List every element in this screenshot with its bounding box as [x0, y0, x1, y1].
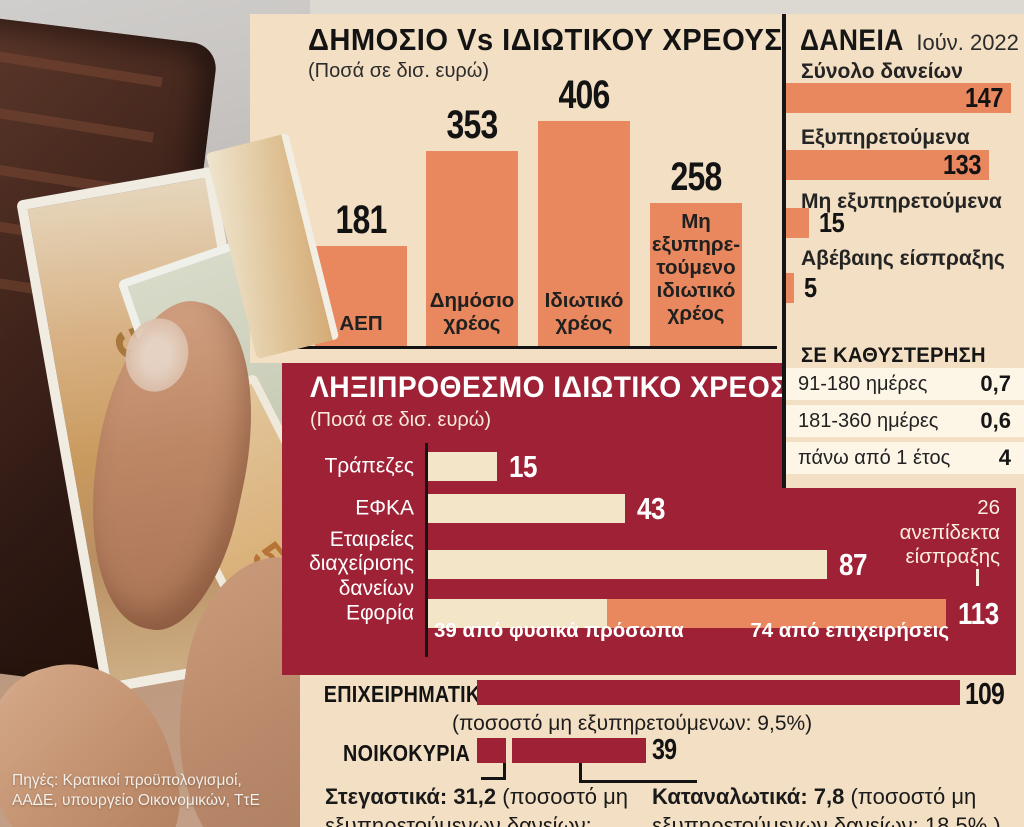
- overdue-bar-value-2: 43: [637, 490, 666, 526]
- top-chart-bar-label-3: Ιδιωτικό χρέος: [544, 289, 624, 336]
- top-chart-bar-label-2: Δημόσιο χρέος: [429, 289, 515, 336]
- loan-item-bar-3: [786, 208, 809, 238]
- loan-item-label-2: Εξυπηρετούμενα: [801, 126, 970, 149]
- uncollectible-note: 26 ανεπίδεκτα είσπραξης: [899, 496, 1000, 569]
- top-chart-bar-4: [650, 203, 742, 346]
- delay-row-value: 0,7: [980, 371, 1011, 396]
- top-chart-bar-value-3: 406: [558, 73, 611, 117]
- business-value: 109: [965, 676, 1005, 711]
- top-chart-bar-2: [426, 151, 518, 346]
- overdue-bar-label-2: ΕΦΚΑ: [355, 496, 414, 520]
- overdue-private-debt-panel: ΛΗΞΙΠΡΟΘΕΣΜΟ ΙΔΙΩΤΙΚΟ ΧΡΕΟΣ (Ποσά σε δισ…: [282, 363, 1016, 675]
- overdue-bar-label-1: Τράπεζες: [324, 454, 414, 478]
- top-chart-bar-3: [538, 121, 630, 346]
- delay-row-value: 0,6: [980, 408, 1011, 433]
- delay-row-3: πάνω από 1 έτος 4: [786, 442, 1024, 474]
- overdue-subtitle: (Ποσά σε δισ. ευρώ): [310, 409, 492, 431]
- loan-item-label-1: Σύνολο δανείων: [801, 60, 963, 83]
- mortgage-text: Στεγαστικά: 31,2 (ποσοστό μη εξυπηρετούμ…: [325, 782, 660, 827]
- overdue-bar-3: [428, 550, 827, 579]
- loan-item-value-2: 133: [943, 149, 981, 180]
- overdue-bar-4-segment-1: [428, 599, 607, 628]
- overdue-bar-4-segment-2: [607, 599, 946, 628]
- business-label: ΕΠΙΧΕΙΡΗΜΑΤΙΚΑ: [323, 681, 496, 707]
- business-bar: [477, 680, 960, 705]
- overdue-bar-label-3: Εταιρείες διαχείρισης δανείων: [309, 527, 414, 600]
- consumer-note: (ποσοστό μη εξυπηρετούμενων δανείων: 18,…: [652, 784, 1001, 827]
- delay-row-value: 4: [998, 445, 1011, 470]
- loan-item-label-4: Αβέβαιης είσπραξης: [801, 247, 1005, 270]
- connector-mortgage: [481, 763, 506, 780]
- overdue-bar-label-4: Εφορία: [345, 601, 414, 625]
- top-chart-bar-label-4: Μη εξυπηρε- τούμενο ιδιωτικό χρέος: [651, 210, 741, 325]
- consumer-value-bold: Καταναλωτικά: 7,8: [652, 784, 845, 809]
- delay-row-2: 181-360 ημέρες 0,6: [786, 405, 1024, 437]
- connector-consumer: [579, 763, 697, 783]
- delay-row-label: 91-180 ημέρες: [798, 373, 928, 395]
- loans-period: Ιούν. 2022: [916, 30, 1019, 55]
- mortgage-value-bold: Στεγαστικά: 31,2: [325, 784, 497, 809]
- caption-businesses: 74 από επιχειρήσεις: [750, 619, 949, 642]
- overdue-bar-value-4: 113: [958, 595, 999, 631]
- top-chart-baseline: [295, 346, 777, 349]
- business-households-panel: ΕΠΙΧΕΙΡΗΜΑΤΙΚΑ 109 (ποσοστό μη εξυπηρετο…: [300, 675, 1024, 827]
- delay-table-title: ΣΕ ΚΑΘΥΣΤΕΡΗΣΗ: [801, 344, 986, 367]
- consumer-text: Καταναλωτικά: 7,8 (ποσοστό μη εξυπηρετού…: [652, 782, 1022, 827]
- overdue-axis-line: [425, 443, 428, 657]
- delay-row-label: πάνω από 1 έτος: [798, 447, 951, 469]
- overdue-bar-value-1: 15: [509, 448, 538, 484]
- sources-text: Πηγές: Κρατικοί προϋπολογισμοί, ΑΑΔΕ, υπ…: [12, 771, 260, 809]
- delay-row-label: 181-360 ημέρες: [798, 410, 939, 432]
- loan-item-bar-2: [786, 150, 989, 180]
- loan-item-bar-4: [786, 273, 794, 303]
- top-chart-bar-label-1: ΑΕΠ: [339, 312, 383, 336]
- right-tan-strip: [1016, 363, 1024, 675]
- households-bar-consumer-segment: [477, 738, 506, 763]
- caption-individuals: 39 από φυσικά πρόσωπα: [434, 619, 684, 642]
- uncollectible-note-tick: [976, 569, 979, 586]
- households-label: ΝΟΙΚΟΚΥΡΙΑ: [343, 740, 470, 766]
- loan-item-value-3: 15: [819, 207, 845, 238]
- overdue-bar-1: [428, 452, 497, 481]
- business-npl-note: (ποσοστό μη εξυπηρετούμενων: 9,5%): [452, 712, 813, 735]
- loan-item-value-1: 147: [965, 82, 1003, 113]
- loans-title: ΔΑΝΕΙΑ: [800, 24, 904, 57]
- top-chart-bar-value-1: 181: [335, 198, 388, 242]
- loan-item-bar-1: [786, 83, 1011, 113]
- overdue-bar-value-3: 87: [839, 546, 868, 582]
- loans-panel: ΔΑΝΕΙΑ Ιούν. 2022 Σύνολο δανείων 147 Εξυπη…: [782, 14, 1024, 488]
- delay-row-1: 91-180 ημέρες 0,7: [786, 368, 1024, 400]
- loan-item-value-4: 5: [804, 272, 817, 303]
- loans-header: ΔΑΝΕΙΑ Ιούν. 2022: [800, 24, 1019, 58]
- loan-item-label-3: Μη εξυπηρετούμενα: [801, 190, 1002, 213]
- mortgage-note: (ποσοστό μη εξυπηρετούμενων δανείων: 10,…: [325, 784, 629, 827]
- households-bar-mortgage-segment: [512, 738, 646, 763]
- top-chart-bar-value-2: 353: [446, 103, 499, 147]
- households-value: 39: [652, 734, 677, 766]
- top-chart-subtitle: (Ποσά σε δισ. ευρώ): [308, 60, 490, 82]
- overdue-bar-2: [428, 494, 625, 523]
- top-chart-bar-value-4: 258: [670, 155, 723, 199]
- overdue-title: ΛΗΞΙΠΡΟΘΕΣΜΟ ΙΔΙΩΤΙΚΟ ΧΡΕΟΣ: [310, 371, 788, 404]
- top-chart-title: ΔΗΜΟΣΙΟ Vs ΙΔΙΩΤΙΚΟΥ ΧΡΕΟΥΣ: [308, 22, 783, 57]
